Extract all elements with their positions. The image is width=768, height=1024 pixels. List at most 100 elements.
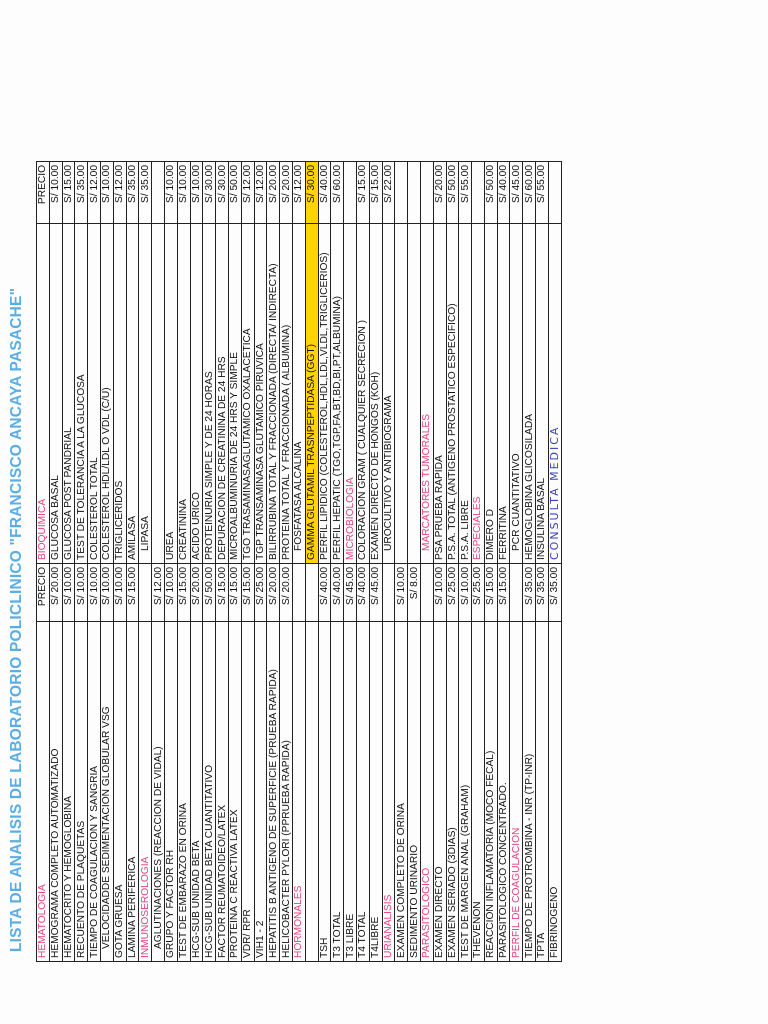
price-table: HEMATOLOGIA PRECIO BIOQUIMICA PRECIO HEMOGRA… bbox=[36, 161, 562, 962]
price-left: S/ 15.00 bbox=[126, 563, 139, 622]
price-right: S/ 10.00 bbox=[100, 161, 114, 224]
table-row: GRUPO Y FACTOR RH S/ 10.00 UREA S/ 10.00 bbox=[164, 161, 178, 962]
test-name-left: HEMOGRAMA COMPLETO AUTOMATIZADO bbox=[49, 621, 63, 962]
table-row: HEMATOCRITO Y HEMOGLOBINA S/ 10.00 GLUCOSA… bbox=[62, 161, 75, 962]
price-left: S/ 10.00 bbox=[394, 563, 408, 622]
test-name-right: MICROALBUMINURIA DE 24 HRS Y SIMPLE bbox=[228, 223, 242, 564]
test-name-left: T3 TOTAL bbox=[330, 621, 344, 962]
test-name-right: FERRITINA bbox=[497, 223, 510, 564]
price-right: S/ 10.00 bbox=[177, 161, 191, 224]
test-name-right: TEST DE TOLERANCIA A LA GLUCOSA bbox=[74, 223, 88, 564]
table-row: TIEMPO DE COAGULACION Y SANGRIA S/ 10.00 C… bbox=[87, 161, 101, 962]
test-name-right: TGO TRASAMINASAGLUTAMICO OXALACETICA bbox=[241, 223, 255, 564]
price-left: S/ 40.00 bbox=[330, 563, 344, 622]
test-name-left: T3 LIBRE bbox=[343, 621, 357, 962]
test-name-right: TGP TRANSAMINASA GLUTAMICO PIRUVICA bbox=[254, 223, 267, 564]
table-row: EXAMEN DIRECTO S/ 10.00 PSA PRUEBA RAPIDA S… bbox=[433, 161, 446, 962]
test-name-left: RECUENTO DE PLAQUETAS bbox=[74, 621, 88, 962]
test-name-right: UREA bbox=[164, 223, 178, 564]
price-left: S/ 45.00 bbox=[369, 563, 383, 622]
section-heading: ESPECIALES bbox=[471, 223, 485, 564]
table-row: TEST DE EMBARAZO EN ORINA S/ 15.00 CREATIN… bbox=[177, 161, 191, 962]
test-name-left: HCG-SUB UNIDAD BETA bbox=[190, 621, 203, 962]
table-row: TSH S/ 40.00 PERFIL LIPIDICO (COLESTEROL,H… bbox=[318, 161, 331, 962]
table-row: HCG-SUB UNIDAD BETA CUANTITATIVO S/ 50.00… bbox=[202, 161, 216, 962]
test-name-left: GOTA GRUESA bbox=[113, 621, 127, 962]
test-name-left: HELICOBACTER PYLORI (PPRUEBA RAPIDA) bbox=[279, 621, 293, 962]
price-left: S/ 10.00 bbox=[433, 563, 446, 622]
section-heading: MARCATORES TUMORALES bbox=[420, 223, 434, 564]
test-name-right: PSA PRUEBA RAPIDA bbox=[433, 223, 446, 564]
price-right: S/ 30.00 bbox=[305, 161, 319, 224]
price-left: S/ 50.00 bbox=[202, 563, 216, 622]
price-right: S/ 15.00 bbox=[356, 161, 370, 224]
price-right: S/ 35.00 bbox=[126, 161, 139, 224]
table-row: URIANALISIS UROCULTIVO Y ANTIBIOGRAMA S/ 2… bbox=[382, 161, 395, 962]
section-heading: HORMONALES bbox=[292, 621, 306, 962]
price-left: S/ 35.00 bbox=[548, 563, 562, 622]
test-name-left: TPTA bbox=[535, 621, 549, 962]
test-name-left: PROTEINA C REACTIVA LATEX bbox=[228, 621, 242, 962]
table-row: AGLUTINACIONES (REACCION DE VIDAL) S/ 12.… bbox=[151, 161, 165, 962]
table-row: T3 TOTAL S/ 40.00 PERFIL HEPATIC (TGO,TGP,… bbox=[330, 161, 344, 962]
price-right: S/ 35.00 bbox=[138, 161, 152, 224]
table-row: HEMATOLOGIA PRECIO BIOQUIMICA PRECIO bbox=[36, 161, 50, 962]
test-name-left: SEDIMENTO URINARIO bbox=[407, 621, 421, 962]
table-row: PERFIL DE COAGULACION PCR CUANTITATIVO S/ … bbox=[509, 161, 523, 962]
test-name-right: CREATININA bbox=[177, 223, 191, 564]
price-left bbox=[382, 563, 395, 622]
test-name-right: PERFIL LIPIDICO (COLESTEROL,HDL,LDL,VLDL… bbox=[318, 223, 331, 564]
price-right: S/ 15.00 bbox=[369, 161, 383, 224]
price-right bbox=[471, 161, 485, 224]
price-left bbox=[138, 563, 152, 622]
test-name-right: TRIGLICERIDOS bbox=[113, 223, 127, 564]
price-right: S/ 12.00 bbox=[292, 161, 306, 224]
price-left: S/ 10.00 bbox=[87, 563, 101, 622]
price-right: S/ 10.00 bbox=[164, 161, 178, 224]
test-name-right: GLUCOSA BASAL bbox=[49, 223, 63, 564]
document-title: LISTA DE ANALISIS DE LABORATORIO POLICLI… bbox=[8, 287, 25, 952]
test-name-right: AMILASA bbox=[126, 223, 139, 564]
table-row: REACCION INFLAMATORIA (MOCO FECAL) S/ 15.… bbox=[484, 161, 498, 962]
price-right: S/ 50.00 bbox=[446, 161, 459, 224]
price-left: S/ 12.00 bbox=[151, 563, 165, 622]
test-name-left: T4LIBRE bbox=[369, 621, 383, 962]
test-name-left: EXAMEN SERIADO (3DIAS) bbox=[446, 621, 459, 962]
price-right: S/ 12.00 bbox=[254, 161, 267, 224]
section-heading: PERFIL DE COAGULACION bbox=[509, 621, 523, 962]
test-name-left: TIEMPO DE COAGULACION Y SANGRIA bbox=[87, 621, 101, 962]
test-name-right: DIMERO D bbox=[484, 223, 498, 564]
section-heading: HEMATOLOGIA bbox=[36, 621, 50, 962]
price-left: S/ 25.00 bbox=[471, 563, 485, 622]
table-row: GOTA GRUESA S/ 10.00 TRIGLICERIDOS S/ 12.00 bbox=[113, 161, 127, 962]
test-name-left: TEST DE EMBARAZO EN ORINA bbox=[177, 621, 191, 962]
price-right bbox=[394, 161, 408, 224]
rotated-sheet: LISTA DE ANALISIS DE LABORATORIO POLICLI… bbox=[8, 161, 712, 962]
table-row: HCG-SUB UNIDAD BETA S/ 20.00 ACIDO URICO S/… bbox=[190, 161, 203, 962]
test-name-left: TIEMPO DE PROTROMBINA - INR (TP-INR) bbox=[522, 621, 536, 962]
test-name-right: LIPASA bbox=[138, 223, 152, 564]
price-right: S/ 55.00 bbox=[458, 161, 472, 224]
test-name-left: LAMINA PERIFERICA bbox=[126, 621, 139, 962]
price-right: S/ 12.00 bbox=[87, 161, 101, 224]
table-row: VIH1 - 2 S/ 25.00 TGP TRANSAMINASA GLUTAMI… bbox=[254, 161, 267, 962]
table-row: PARASITOLOGICO MARCATORES TUMORALES bbox=[420, 161, 434, 962]
price-left: S/ 15.00 bbox=[241, 563, 255, 622]
test-name-right: ACIDO URICO bbox=[190, 223, 203, 564]
test-name-right: HEMOGLOBINA GLICOSILADA bbox=[522, 223, 536, 564]
price-left bbox=[305, 563, 319, 622]
test-name-right: COLESTEROL HDL/LDL O VDL (C/U) bbox=[100, 223, 114, 564]
price-right: S/ 30.00 bbox=[215, 161, 229, 224]
price-right bbox=[420, 161, 434, 224]
price-right bbox=[407, 161, 421, 224]
price-left bbox=[509, 563, 523, 622]
test-name-left: VIH1 - 2 bbox=[254, 621, 267, 962]
price-right: PRECIO bbox=[36, 161, 50, 224]
test-name-right: GLUCOSA POST PANDRIAL bbox=[62, 223, 75, 564]
test-name-left: TEST DE MARGEN ANAL (GRAHAM) bbox=[458, 621, 472, 962]
price-right: S/ 50.00 bbox=[228, 161, 242, 224]
table-row: VELOCIDADDE SEDIMENTACION GLOBULAR VSG S/… bbox=[100, 161, 114, 962]
test-name-right: INSULINA BASAL bbox=[535, 223, 549, 564]
price-right: S/ 40.00 bbox=[318, 161, 331, 224]
price-right: S/ 22.00 bbox=[382, 161, 395, 224]
